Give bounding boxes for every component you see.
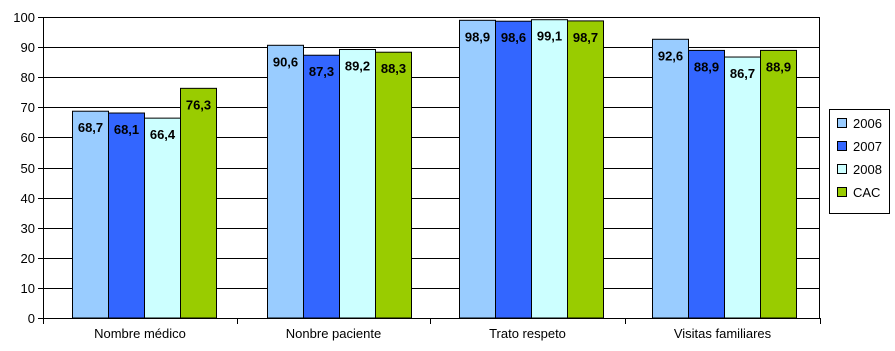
bar-2007-0 — [108, 112, 145, 319]
y-tick-label: 20 — [21, 251, 35, 266]
legend-label: 2007 — [853, 139, 882, 154]
data-label: 88,3 — [381, 61, 406, 76]
data-label: 92,6 — [658, 48, 683, 63]
data-label: 98,7 — [573, 30, 598, 45]
data-label: 88,9 — [694, 59, 719, 74]
data-label: 68,1 — [114, 122, 139, 137]
y-tick-label: 30 — [21, 221, 35, 236]
data-label: 68,7 — [78, 120, 103, 135]
y-tick-label: 0 — [28, 311, 35, 326]
legend-swatch — [837, 164, 847, 174]
bar-2007-2 — [495, 20, 532, 319]
y-tick-label: 10 — [21, 281, 35, 296]
bar-cac-2 — [567, 20, 604, 319]
category-label: Nombre médico — [94, 326, 186, 341]
data-label: 86,7 — [730, 66, 755, 81]
y-tick-label: 90 — [21, 40, 35, 55]
bar-2008-1 — [339, 49, 376, 319]
legend-swatch — [837, 141, 847, 151]
legend-label: 2008 — [853, 162, 882, 177]
bar-2007-3 — [688, 49, 725, 319]
data-label: 89,2 — [345, 59, 370, 74]
legend-label: 2006 — [853, 116, 882, 131]
bar-cac-0 — [180, 87, 217, 319]
y-tick-label: 70 — [21, 100, 35, 115]
axes: 0 10 20 30 40 50 60 70 80 90 100 Nombre médico Nonbr… — [13, 10, 821, 341]
y-tick-label: 80 — [21, 70, 35, 85]
category-label: Trato respeto — [489, 326, 566, 341]
data-label: 76,3 — [186, 97, 211, 112]
bar-cac-1 — [375, 51, 412, 319]
category-label: Visitas familiares — [674, 326, 772, 341]
y-tick-label: 50 — [21, 161, 35, 176]
bar-2008-3 — [724, 56, 761, 319]
legend: 2006 2007 2008 CAC — [829, 109, 890, 214]
bar-2006-2 — [459, 19, 496, 319]
bar-2006-3 — [652, 38, 689, 319]
data-label: 98,6 — [501, 30, 526, 45]
y-tick-label: 60 — [21, 130, 35, 145]
data-labels: 68,7 90,6 98,9 92,6 68,1 87,3 98,6 88,9 66,4 89,2… — [78, 29, 791, 142]
bar-cac-3 — [760, 49, 797, 319]
bar-2007-1 — [303, 54, 340, 319]
data-label: 88,9 — [766, 59, 791, 74]
data-label: 66,4 — [150, 127, 176, 142]
data-label: 98,9 — [465, 29, 490, 44]
legend-swatch — [837, 118, 847, 128]
bar-2006-1 — [267, 44, 304, 319]
data-label: 87,3 — [309, 64, 334, 79]
data-label: 90,6 — [273, 54, 298, 69]
y-tick-label: 40 — [21, 191, 35, 206]
legend-swatch — [837, 187, 847, 197]
bar-2006-0 — [72, 110, 109, 319]
legend-label: CAC — [853, 185, 880, 200]
data-label: 99,1 — [537, 29, 562, 44]
y-tick-label: 100 — [13, 10, 35, 25]
bar-2008-0 — [144, 117, 181, 319]
bar-2008-2 — [531, 19, 568, 319]
category-label: Nonbre paciente — [286, 326, 381, 341]
